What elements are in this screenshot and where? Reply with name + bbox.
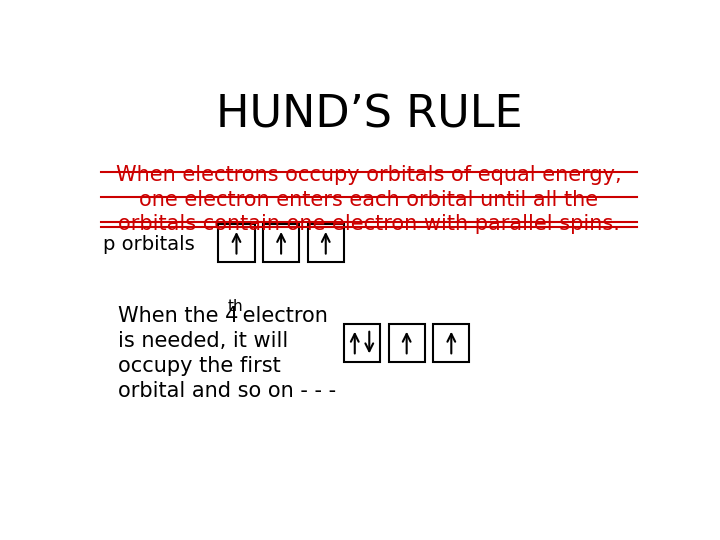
Text: HUND’S RULE: HUND’S RULE: [216, 94, 522, 137]
Text: orbital and so on - - -: orbital and so on - - -: [118, 381, 336, 401]
Bar: [307, 224, 344, 262]
Bar: [263, 224, 300, 262]
Text: orbitals contain one electron with parallel spins.: orbitals contain one electron with paral…: [118, 214, 620, 234]
Bar: [433, 324, 469, 362]
Bar: [389, 324, 425, 362]
Text: electron: electron: [236, 306, 328, 326]
Bar: [344, 324, 380, 362]
Text: When the 4: When the 4: [118, 306, 238, 326]
Text: When electrons occupy orbitals of equal energy,: When electrons occupy orbitals of equal …: [116, 165, 622, 185]
Text: occupy the first: occupy the first: [118, 356, 281, 376]
Text: one electron enters each orbital until all the: one electron enters each orbital until a…: [140, 190, 598, 210]
Text: p orbitals: p orbitals: [103, 235, 194, 254]
Text: th: th: [228, 299, 243, 314]
Bar: [218, 224, 255, 262]
Text: is needed, it will: is needed, it will: [118, 331, 288, 351]
